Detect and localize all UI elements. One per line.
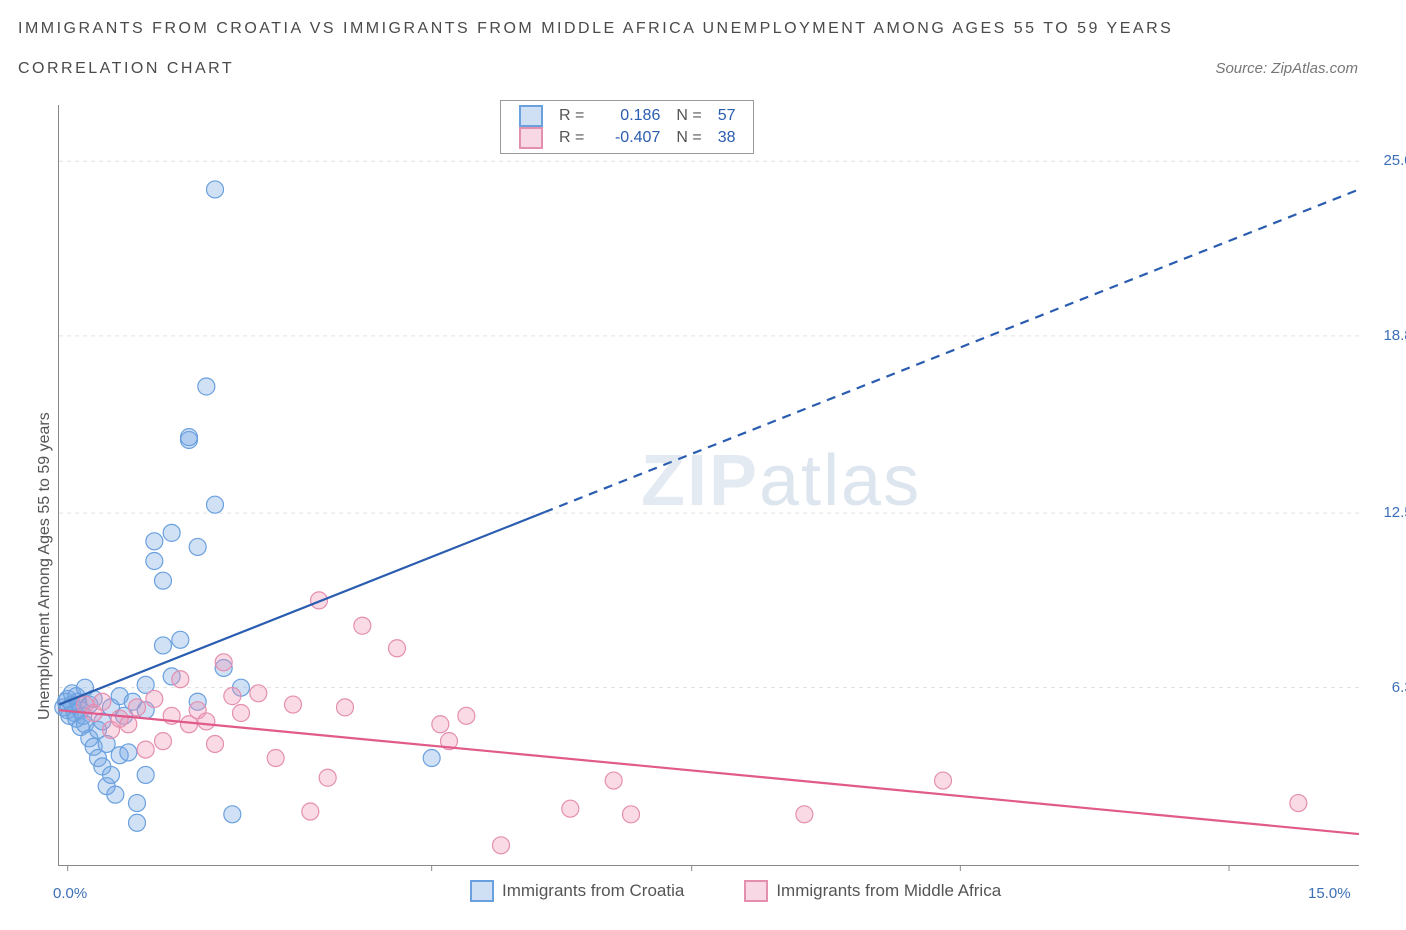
series-a-swatch <box>519 105 543 127</box>
y-tick-label: 6.3% <box>1366 679 1406 696</box>
y-axis-label: Unemployment Among Ages 55 to 59 years <box>36 412 54 720</box>
n-label-b: N = <box>668 127 709 149</box>
n-value-b: 38 <box>710 127 744 149</box>
stats-legend-row-b: R = -0.407 N = 38 <box>511 127 743 149</box>
r-value-b: -0.407 <box>592 127 668 149</box>
series-b-swatch <box>519 127 543 149</box>
legend-item-a: Immigrants from Croatia <box>470 880 684 902</box>
scatter-plot-svg <box>59 105 1359 865</box>
series-legend: Immigrants from Croatia Immigrants from … <box>470 880 1001 902</box>
r-label-b: R = <box>551 127 592 149</box>
chart-title-line2: CORRELATION CHART <box>18 60 234 78</box>
stats-legend: R = 0.186 N = 57 R = -0.407 N = 38 <box>500 100 754 154</box>
chart-title-line1: IMMIGRANTS FROM CROATIA VS IMMIGRANTS FR… <box>18 20 1173 38</box>
y-tick-label: 12.5% <box>1366 504 1406 521</box>
r-value-a: 0.186 <box>592 105 668 127</box>
n-value-a: 57 <box>710 105 744 127</box>
legend-label-a: Immigrants from Croatia <box>502 881 684 901</box>
series-b-swatch-icon <box>744 880 768 902</box>
y-tick-label: 25.0% <box>1366 152 1406 169</box>
legend-item-b: Immigrants from Middle Africa <box>744 880 1001 902</box>
x-end-label: 15.0% <box>1308 885 1351 902</box>
r-label-a: R = <box>551 105 592 127</box>
stats-legend-row-a: R = 0.186 N = 57 <box>511 105 743 127</box>
n-label-a: N = <box>668 105 709 127</box>
y-tick-label: 18.8% <box>1366 327 1406 344</box>
legend-label-b: Immigrants from Middle Africa <box>776 881 1001 901</box>
series-a-swatch-icon <box>470 880 494 902</box>
x-origin-label: 0.0% <box>53 885 87 902</box>
source-attribution: Source: ZipAtlas.com <box>1215 60 1358 77</box>
scatter-plot-area: ZIPatlas <box>58 105 1359 866</box>
